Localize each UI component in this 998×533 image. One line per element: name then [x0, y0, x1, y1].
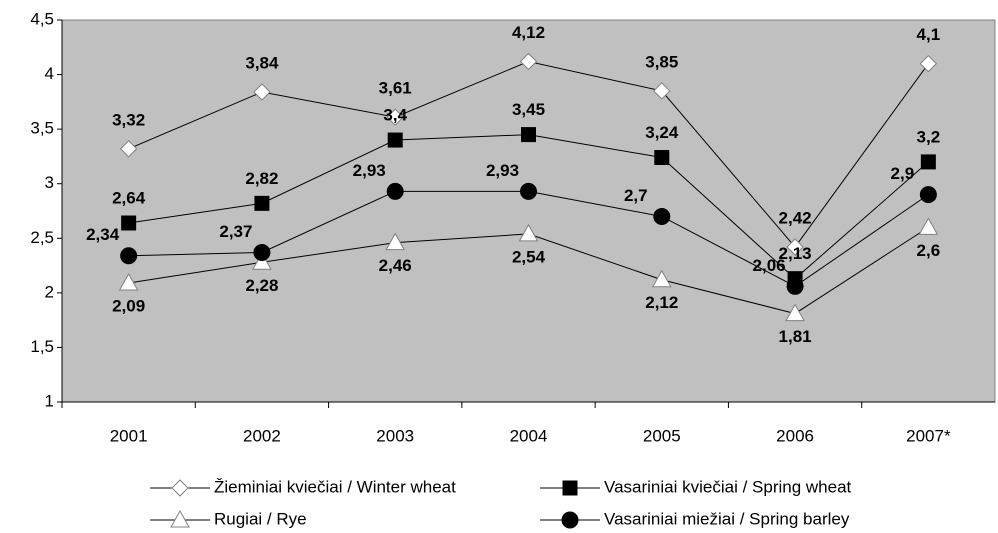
x-tick-label: 2005: [643, 426, 681, 445]
data-label: 3,4: [383, 106, 407, 125]
data-label: 2,7: [624, 186, 648, 205]
y-tick-label: 3: [45, 173, 54, 192]
data-point: [385, 232, 406, 251]
data-label: 2,12: [645, 293, 678, 312]
data-label: 2,82: [245, 169, 278, 188]
data-label: 2,6: [917, 241, 941, 260]
data-point: [386, 108, 404, 126]
data-label: 2,28: [245, 276, 278, 295]
x-tick-label: 2003: [376, 426, 414, 445]
data-label: 2,93: [486, 161, 519, 180]
data-point: [785, 303, 805, 322]
legend-marker: [562, 480, 578, 496]
data-point: [518, 223, 539, 242]
data-point: [387, 132, 403, 148]
data-label: 3,61: [379, 79, 412, 98]
data-label: 2,34: [86, 225, 120, 244]
data-label: 2,46: [379, 256, 412, 275]
data-label: 2,93: [353, 161, 386, 180]
data-label: 3,45: [512, 100, 545, 119]
x-tick-label: 2001: [110, 426, 148, 445]
data-point: [120, 247, 138, 265]
legend-label: Vasariniai kviečiai / Spring wheat: [604, 477, 852, 496]
data-point: [253, 83, 271, 101]
y-tick-label: 2,5: [30, 228, 54, 247]
legend-label: Rugiai / Rye: [214, 509, 307, 528]
data-label: 2,54: [512, 247, 546, 266]
data-label: 2,37: [219, 222, 252, 241]
data-point: [919, 54, 938, 73]
data-point: [519, 52, 538, 71]
data-label: 3,84: [245, 54, 279, 73]
data-label: 2,13: [779, 244, 812, 263]
x-tick-label: 2004: [510, 426, 548, 445]
legend-marker: [170, 509, 190, 528]
data-label: 3,85: [645, 52, 678, 71]
data-label: 3,32: [112, 110, 145, 129]
data-point: [119, 140, 138, 158]
data-label: 2,9: [891, 164, 915, 183]
data-label: 4,12: [512, 23, 545, 42]
y-tick-label: 3,5: [30, 119, 54, 138]
data-label: 1,81: [779, 327, 812, 346]
data-point: [254, 195, 270, 211]
data-point: [253, 243, 271, 261]
data-point: [651, 269, 672, 288]
data-point: [653, 207, 671, 225]
data-label: 2,64: [112, 188, 146, 207]
data-point: [786, 238, 804, 256]
data-label: 3,24: [645, 123, 679, 142]
x-tick-label: 2006: [776, 426, 814, 445]
plot-area: [61, 19, 996, 403]
data-point: [786, 277, 804, 295]
legend-label: Vasariniai miežiai / Spring barley: [604, 509, 850, 528]
y-tick-label: 4,5: [30, 9, 54, 28]
data-point: [118, 273, 139, 291]
data-point: [121, 215, 137, 231]
data-point: [918, 217, 939, 235]
legend-marker: [561, 511, 579, 529]
y-tick-label: 2: [45, 282, 54, 301]
data-point: [654, 150, 670, 166]
data-point: [920, 154, 936, 170]
data-label: 3,2: [917, 127, 941, 146]
legend-marker: [171, 479, 189, 497]
x-tick-label: 2007*: [906, 426, 951, 445]
data-point: [520, 182, 537, 200]
data-label: 2,06: [753, 256, 786, 275]
x-tick-label: 2002: [243, 426, 281, 445]
data-point: [653, 82, 671, 100]
data-label: 2,42: [779, 209, 812, 228]
data-point: [521, 127, 536, 143]
legend-label: Žieminiai kviečiai / Winter wheat: [214, 477, 456, 496]
y-tick-label: 1: [45, 391, 54, 410]
y-tick-label: 1,5: [30, 337, 54, 356]
data-point: [919, 186, 937, 204]
data-label: 4,1: [917, 25, 941, 44]
y-tick-label: 4: [45, 64, 54, 83]
data-label: 2,09: [112, 297, 145, 316]
data-point: [252, 252, 272, 270]
data-point: [386, 182, 404, 200]
